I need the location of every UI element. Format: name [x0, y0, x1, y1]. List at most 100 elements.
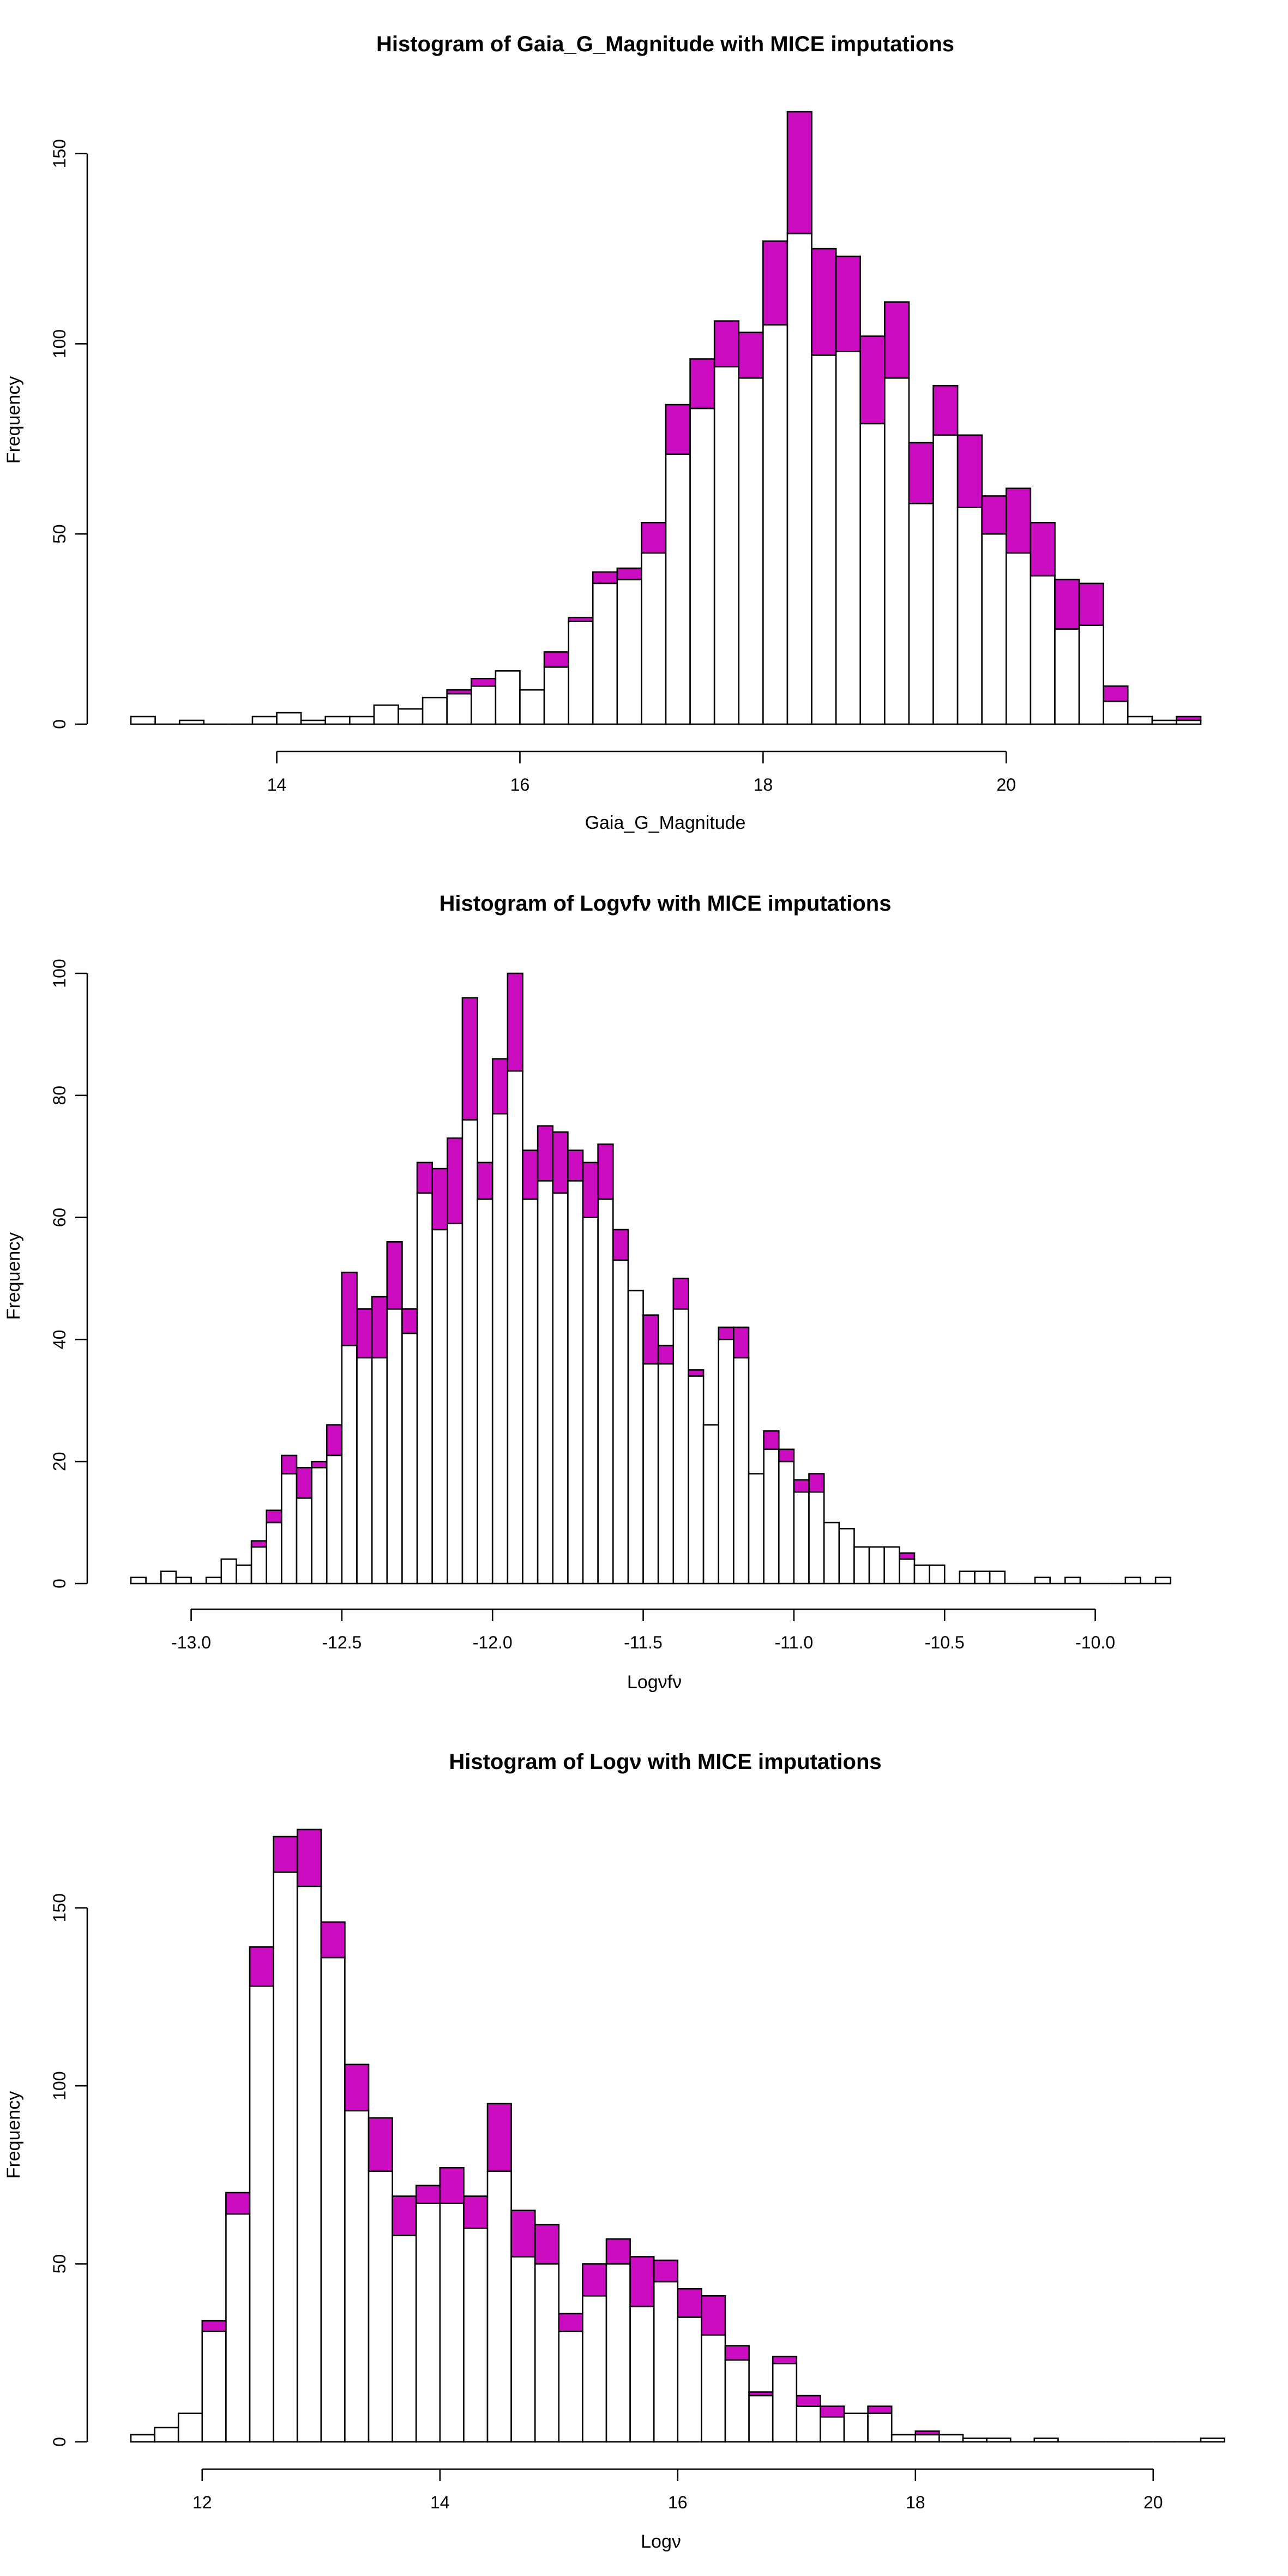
bar-observed — [974, 1570, 991, 1585]
bars — [130, 1828, 1225, 2443]
bar-observed — [763, 1448, 780, 1585]
bar-observed — [534, 2263, 560, 2443]
bar-imputed — [1054, 579, 1080, 630]
y-tick-label: 100 — [50, 959, 69, 988]
bar-observed — [838, 1527, 855, 1585]
bar-imputed — [641, 522, 667, 554]
bar-observed — [251, 715, 278, 725]
bar-imputed — [250, 1540, 268, 1548]
bar-observed — [582, 1217, 599, 1585]
bar-observed — [416, 1192, 433, 1585]
bar-imputed — [486, 2103, 512, 2172]
bar-observed — [477, 1198, 493, 1585]
bar-imputed — [597, 1143, 614, 1200]
bar-observed — [266, 1521, 282, 1585]
bar-observed — [273, 1871, 298, 2443]
y-tick-label: 0 — [50, 719, 69, 729]
bar-observed — [762, 324, 789, 725]
bar-observed — [320, 1957, 346, 2443]
x-axis-label: Logν — [641, 2531, 681, 2552]
bar-observed — [236, 1564, 252, 1585]
bar-observed — [178, 719, 205, 725]
bar-observed — [956, 507, 983, 725]
chart-title: Histogram of Gaia_G_Magnitude with MICE … — [376, 32, 954, 56]
bar-observed — [386, 1308, 403, 1585]
y-axis: 0 50 100 150 — [50, 1893, 88, 2447]
bar-observed — [689, 407, 715, 725]
bar-observed — [962, 2437, 988, 2443]
bar-observed — [568, 621, 594, 725]
bar-imputed — [642, 1314, 659, 1365]
bar-observed — [605, 2263, 631, 2443]
bar-imputed — [778, 1448, 795, 1462]
bar-observed — [401, 1332, 418, 1585]
bar-observed — [702, 1424, 720, 1585]
bar-imputed — [796, 2394, 821, 2408]
bar-observed — [249, 1985, 274, 2443]
bar-imputed — [249, 1946, 274, 1987]
bar-observed — [398, 708, 424, 725]
bar-imputed — [582, 1161, 599, 1218]
x-tick-label: -10.5 — [925, 1633, 965, 1652]
bar-observed — [461, 1119, 478, 1585]
chart-title: Histogram of Logν with MICE imputations — [449, 1750, 881, 1774]
bar-imputed — [724, 2345, 750, 2361]
bar-imputed — [689, 358, 715, 410]
bar-observed — [713, 366, 740, 725]
bar-imputed — [447, 1137, 464, 1225]
bar-imputed — [665, 404, 691, 455]
bar-imputed — [701, 2295, 726, 2336]
bar-imputed — [672, 1278, 689, 1310]
x-tick-label: 12 — [192, 2493, 212, 2512]
x-tick-label: 20 — [996, 775, 1016, 795]
bar-observed — [883, 1546, 900, 1585]
bar-imputed — [470, 677, 497, 687]
chart-title: Histogram of Logνfν with MICE imputation… — [440, 892, 892, 916]
x-tick-label: -10.0 — [1075, 1633, 1115, 1652]
bar-observed — [567, 1180, 584, 1585]
bar-observed — [1103, 700, 1129, 725]
x-tick-label: -12.0 — [473, 1633, 513, 1652]
bar-observed — [612, 1259, 629, 1585]
x-axis: -13.0 -12.5 -12.0 -11.5 -11.0 -10.5 -10.0 — [171, 1608, 1115, 1652]
bar-imputed — [552, 1131, 569, 1194]
bar-observed — [326, 1454, 343, 1585]
bar-imputed — [507, 972, 523, 1072]
bar-imputed — [612, 1229, 629, 1261]
bar-imputed — [616, 567, 642, 581]
bar-imputed — [522, 1149, 539, 1200]
bar-observed — [392, 2235, 417, 2443]
bar-observed — [914, 2434, 940, 2443]
bar-imputed — [688, 1369, 705, 1377]
x-tick-label: 16 — [510, 775, 530, 795]
bars — [130, 111, 1202, 725]
bar-imputed — [266, 1509, 282, 1524]
bar-imputed — [713, 320, 740, 368]
y-tick-label: 0 — [50, 2437, 69, 2447]
bar-imputed — [1005, 487, 1032, 554]
bar-observed — [1124, 1576, 1141, 1585]
bar-observed — [868, 1546, 885, 1585]
bar-observed — [344, 2110, 370, 2443]
bar-observed — [341, 1345, 358, 1585]
bar-observed — [415, 2202, 441, 2443]
gaia-magnitude-histogram: Histogram of Gaia_G_Magnitude with MICE … — [3, 32, 1202, 833]
bar-observed — [853, 1546, 870, 1585]
bar-observed — [250, 1546, 268, 1585]
y-tick-label: 20 — [50, 1452, 69, 1471]
bar-observed — [701, 2334, 726, 2443]
bar-imputed — [296, 1467, 312, 1499]
bar-observed — [470, 685, 497, 725]
bar-imputed — [867, 2405, 893, 2415]
x-tick-label: 18 — [754, 775, 773, 795]
bar-observed — [537, 1180, 554, 1585]
bar-imputed — [956, 434, 983, 508]
bar-observed — [1078, 624, 1104, 725]
bar-observed — [130, 715, 156, 725]
bar-observed — [349, 715, 375, 725]
y-tick-label: 150 — [50, 139, 69, 168]
y-axis-label: Frequency — [3, 2091, 24, 2179]
bar-imputed — [811, 248, 837, 356]
bar-imputed — [859, 335, 886, 425]
